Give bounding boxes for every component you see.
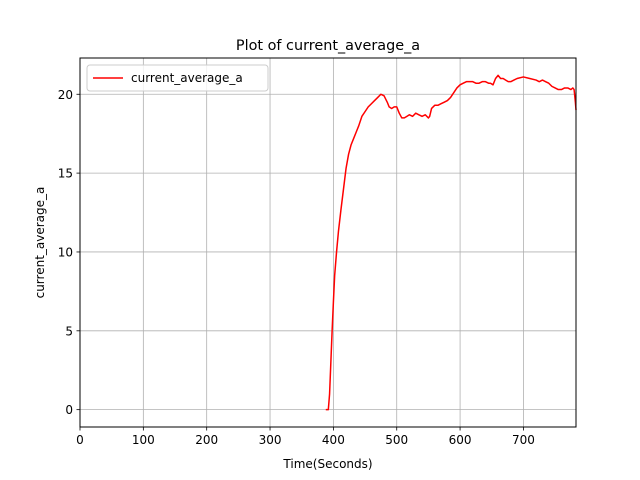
y-tick-label: 10 <box>58 245 73 259</box>
x-tick-label: 400 <box>322 433 345 447</box>
x-tick-label: 600 <box>449 433 472 447</box>
legend-box <box>86 64 269 92</box>
x-tick-label: 500 <box>385 433 408 447</box>
x-axis-label: Time(Seconds) <box>282 457 372 471</box>
plot-frame <box>79 57 577 428</box>
y-tick-label: 20 <box>58 88 73 102</box>
chart-title: Plot of current_average_a <box>236 38 420 54</box>
x-tick-label: 700 <box>512 433 535 447</box>
legend: current_average_a <box>86 64 269 92</box>
ticks: 0 100 200 300 400 500 600 700 0 5 10 15 20 <box>58 88 535 447</box>
x-tick-label: 200 <box>195 433 218 447</box>
y-tick-label: 15 <box>58 167 73 181</box>
y-tick-label: 0 <box>65 403 73 417</box>
legend-label: current_average_a <box>131 71 243 85</box>
y-tick-label: 5 <box>65 324 73 338</box>
series-line <box>325 74 577 411</box>
grid <box>79 58 576 427</box>
x-tick-label: 300 <box>259 433 282 447</box>
y-axis-label: current_average_a <box>33 187 47 299</box>
x-tick-label: 0 <box>76 433 84 447</box>
x-tick-label: 100 <box>132 433 155 447</box>
series-layer <box>325 74 577 411</box>
